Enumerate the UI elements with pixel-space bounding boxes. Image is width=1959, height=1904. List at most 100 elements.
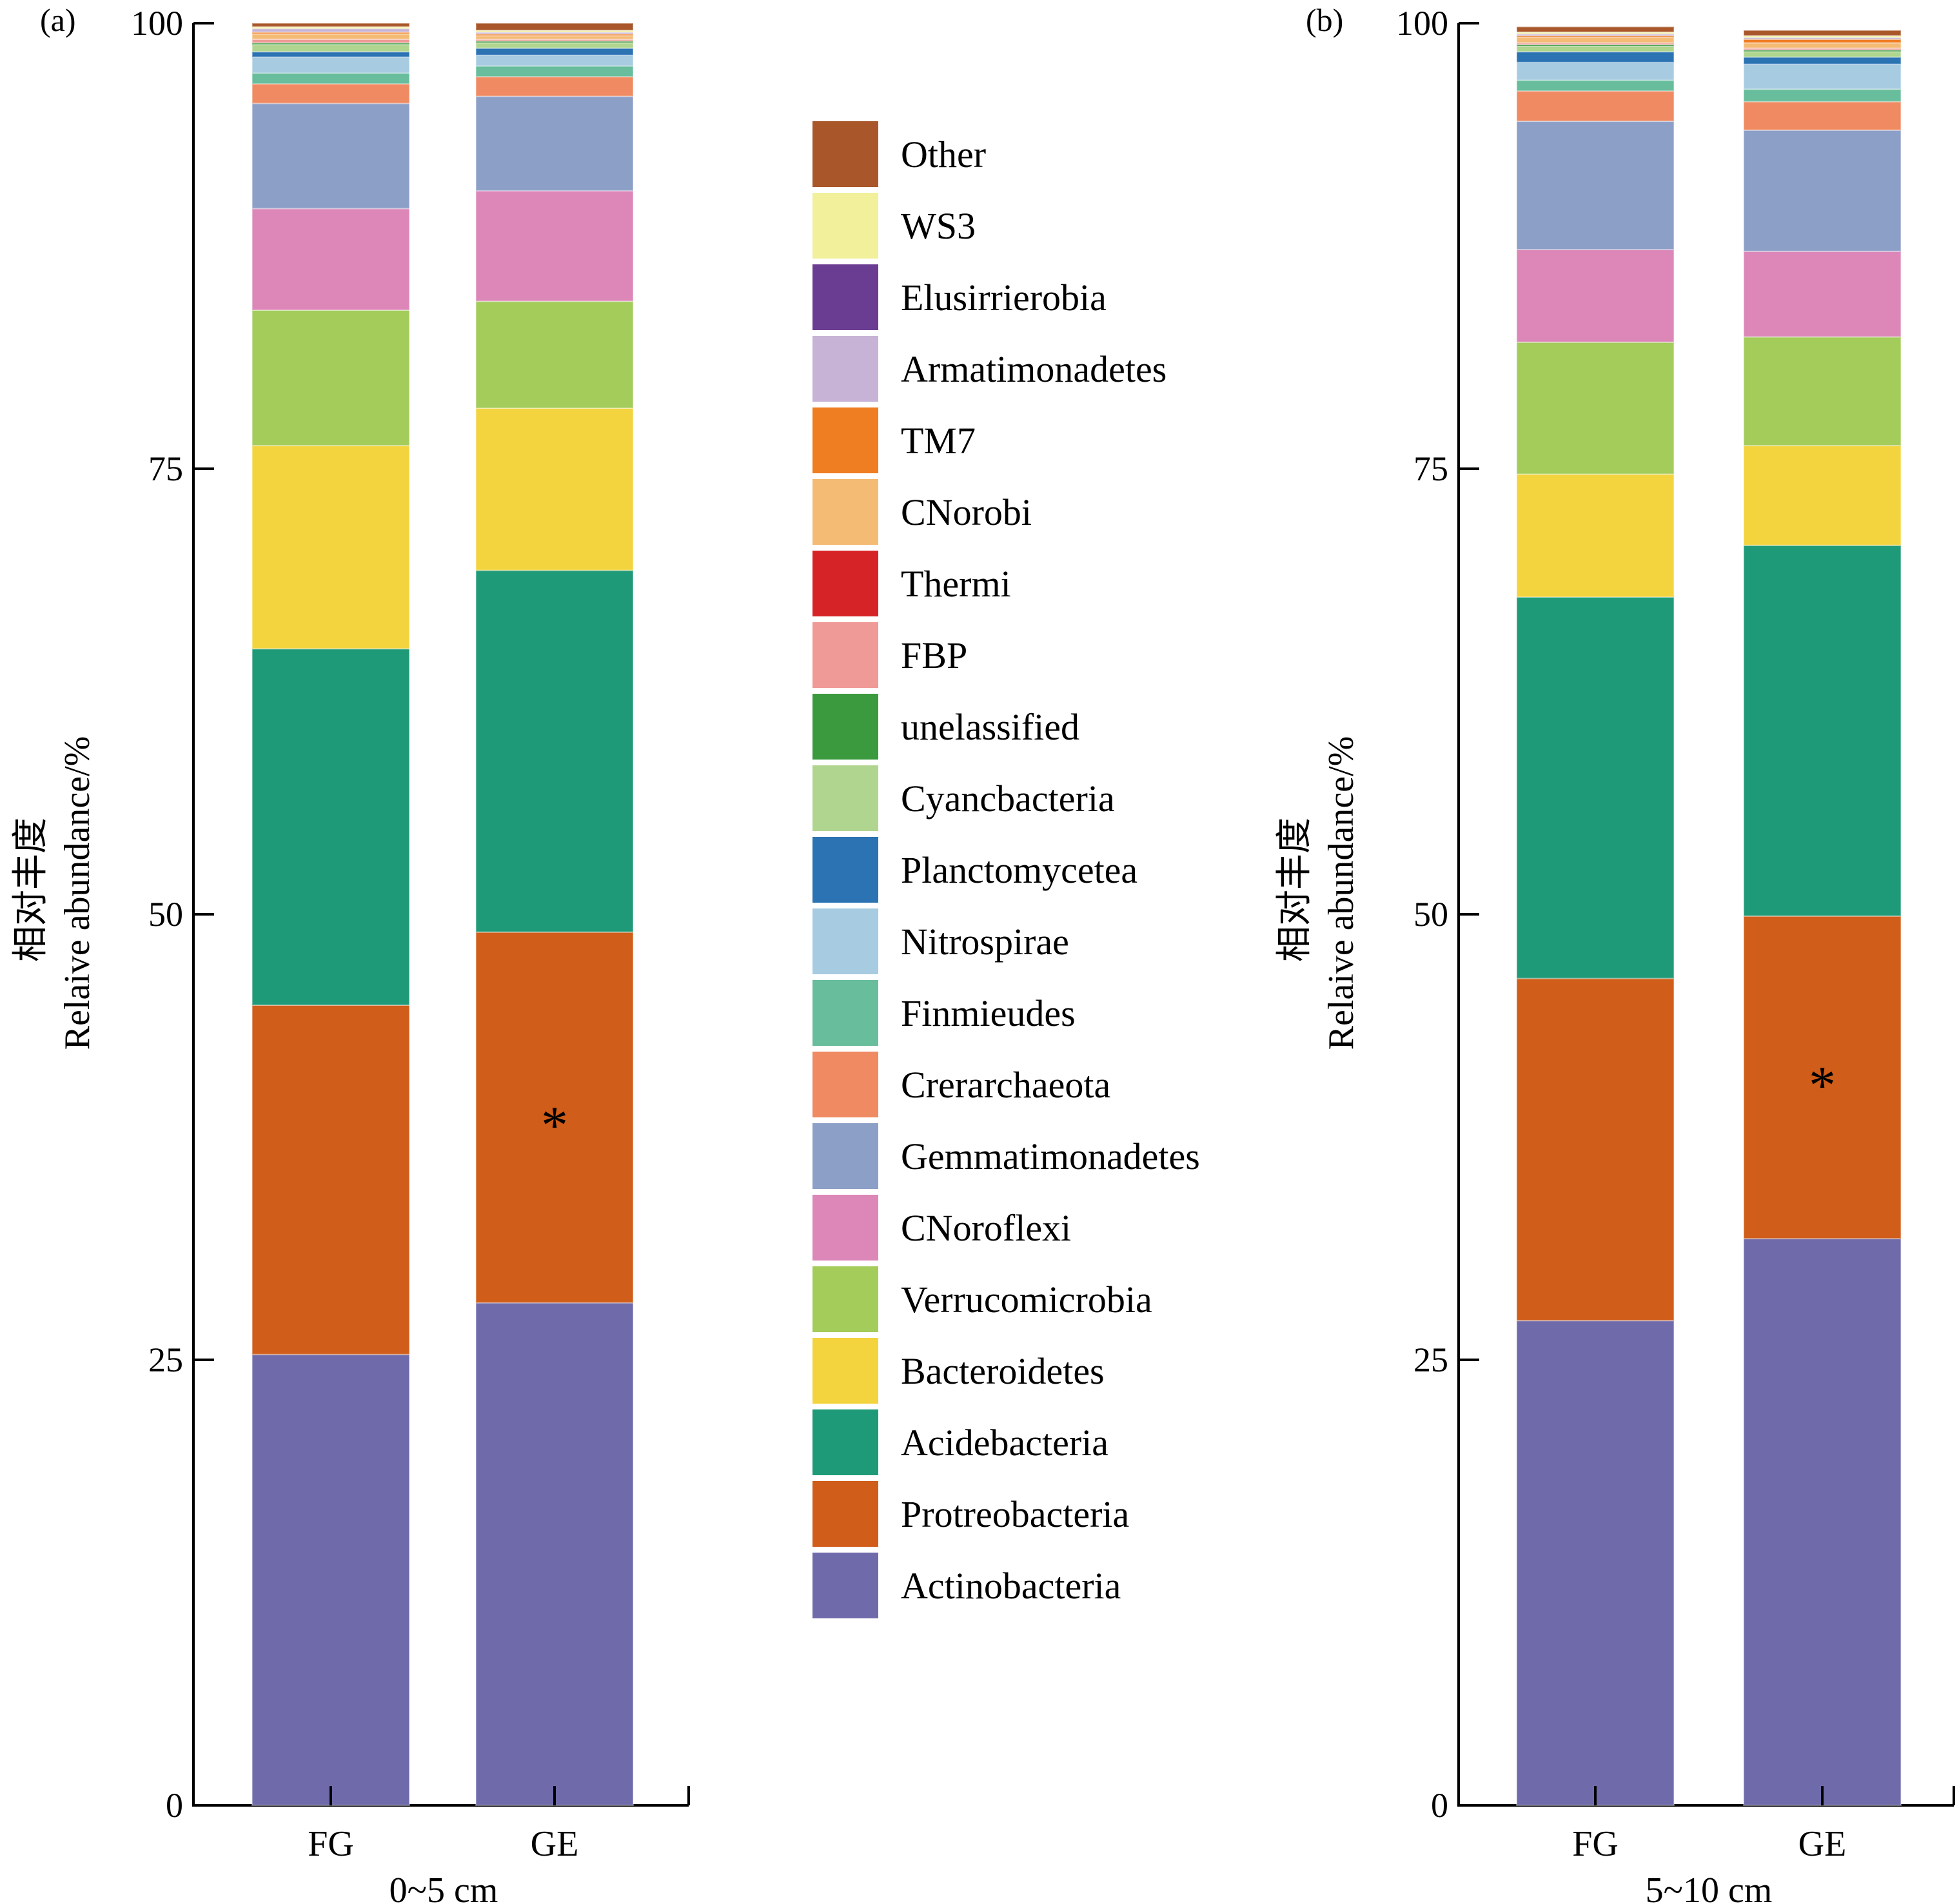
legend-swatch <box>812 1553 878 1618</box>
legend: Other WS3 Elusirrierobia Armatimonadetes TM7… <box>812 121 1200 1618</box>
bar-segment-actinobacteria <box>475 1302 634 1806</box>
bar-segment-planctomycetea <box>475 47 634 56</box>
legend-item-thermi: Thermi <box>812 551 1011 616</box>
bar-segment-cnorobi <box>251 33 410 40</box>
legend-swatch <box>812 1195 878 1261</box>
bar-segment-crerarchaeota <box>1516 90 1675 123</box>
bar-segment-protreobacteria <box>251 1004 410 1355</box>
y-tick-label-100: 100 <box>1396 4 1448 43</box>
bar-segment-cnoroflexi <box>1743 250 1902 338</box>
bar-segment-planctomycetea <box>1743 56 1902 65</box>
x-tick-label-fg: FG <box>1572 1824 1619 1864</box>
legend-label: TM7 <box>901 420 976 462</box>
bar-segment-cnoroflexi <box>475 190 634 302</box>
x-ticks: FG GE <box>1572 1786 1846 1864</box>
legend-item-planctomycetea: Planctomycetea <box>812 837 1137 903</box>
legend-swatch <box>812 1052 878 1117</box>
legend-swatch <box>812 479 878 545</box>
bar-segment-finmieudes <box>1743 88 1902 103</box>
bar-segment-other <box>251 23 410 28</box>
bar-segment-acidebacteria <box>251 648 410 1006</box>
bar-segment-other <box>1743 30 1902 37</box>
y-axis-title: Relaive abundance/% <box>57 736 97 1050</box>
bar-segment-finmieudes <box>475 65 634 77</box>
legend-label: Protreobacteria <box>901 1493 1129 1535</box>
legend-item-fbp: FBP <box>812 622 967 688</box>
bar-segment-acidebacteria <box>1743 544 1902 917</box>
bar-segment-verrucomicrobia <box>251 309 410 447</box>
significance-marks: * <box>541 1095 568 1155</box>
legend-item-tm7: TM7 <box>812 407 976 473</box>
legend-swatch <box>812 1266 878 1332</box>
bar-segment-cyancbacteria <box>1743 51 1902 58</box>
legend-label: FBP <box>901 634 967 676</box>
legend-swatch <box>812 694 878 760</box>
bar-segment-cyancbacteria <box>1516 45 1675 53</box>
legend-swatch <box>812 1481 878 1547</box>
legend-label: Crerarchaeota <box>901 1064 1110 1106</box>
bar-fg <box>251 23 410 1806</box>
legend-swatch <box>812 551 878 616</box>
legend-label: Actinobacteria <box>901 1565 1121 1607</box>
bar-segment-nitrospirae <box>1516 61 1675 81</box>
bars <box>1516 26 1902 1806</box>
panel-label: (b) <box>1306 2 1343 38</box>
legend-item-armatimonadetes: Armatimonadetes <box>812 336 1167 402</box>
bar-segment-bacteroidetes <box>251 445 410 650</box>
bar-segment-planctomycetea <box>1516 51 1675 63</box>
bar-segment-crerarchaeota <box>251 83 410 104</box>
legend-item-nitrospirae: Nitrospirae <box>812 908 1069 974</box>
legend-label: Finmieudes <box>901 992 1076 1034</box>
bar-segment-bacteroidetes <box>1516 473 1675 598</box>
y-ticks: 0 25 50 75 100 <box>1396 4 1479 1825</box>
bar-segment-protreobacteria <box>1516 977 1675 1322</box>
bar-segment-verrucomicrobia <box>1516 341 1675 475</box>
legend-item-gemmatimonadetes: Gemmatimonadetes <box>812 1123 1200 1189</box>
bar-segment-gemmatimonadetes <box>251 103 410 210</box>
legend-item-protreobacteria: Protreobacteria <box>812 1481 1129 1547</box>
y-axis-title: Relaive abundance/% <box>1321 736 1361 1050</box>
y-tick-label-75: 75 <box>148 449 183 488</box>
legend-item-ws3: WS3 <box>812 193 976 259</box>
x-ticks: FG GE <box>308 1786 578 1864</box>
legend-swatch <box>812 980 878 1046</box>
bar-segment-cnorobi <box>1516 37 1675 44</box>
bar-segment-nitrospirae <box>475 54 634 67</box>
bar-segment-protreobacteria <box>475 931 634 1304</box>
legend-label: Gemmatimonadetes <box>901 1135 1200 1177</box>
y-tick-label-25: 25 <box>148 1340 183 1379</box>
bar-segment-gemmatimonadetes <box>1516 121 1675 251</box>
legend-item-crerarchaeota: Crerarchaeota <box>812 1052 1110 1117</box>
legend-item-unelassified: unelassified <box>812 694 1079 760</box>
legend-item-acidebacteria: Acidebacteria <box>812 1409 1108 1475</box>
bar-segment-acidebacteria <box>1516 596 1675 979</box>
legend-item-bacteroidetes: Bacteroidetes <box>812 1338 1105 1404</box>
x-tick-label-ge: GE <box>531 1824 579 1864</box>
legend-label: Planctomycetea <box>901 849 1137 891</box>
y-tick-label-75: 75 <box>1413 449 1448 488</box>
legend-label: Verrucomicrobia <box>901 1279 1152 1320</box>
y-tick-label-25: 25 <box>1413 1340 1448 1379</box>
bar-segment-planctomycetea <box>251 51 410 58</box>
legend-item-finmieudes: Finmieudes <box>812 980 1076 1046</box>
y-axis-title-cn: 相对丰度 <box>1275 818 1315 962</box>
legend-label: WS3 <box>901 205 976 247</box>
x-tick-label-fg: FG <box>308 1824 354 1864</box>
legend-swatch <box>812 837 878 903</box>
legend-swatch <box>812 1409 878 1475</box>
y-tick-label-100: 100 <box>131 4 183 43</box>
x-tick-label-ge: GE <box>1798 1824 1847 1864</box>
bar-segment-actinobacteria <box>1743 1238 1902 1806</box>
panel-a: (a) 0 25 50 75 100 FG GE * 0~5 cm Relaive abu… <box>11 2 690 1904</box>
x-axis-title: 0~5 cm <box>389 1870 498 1904</box>
legend-item-cnoroflexi: CNoroflexi <box>812 1195 1071 1261</box>
bar-segment-crerarchaeota <box>1743 101 1902 131</box>
legend-item-other: Other <box>812 121 986 187</box>
legend-swatch <box>812 1338 878 1404</box>
bar-segment-acidebacteria <box>475 569 634 933</box>
bar-segment-nitrospirae <box>1743 63 1902 90</box>
panel-b: (b) 0 25 50 75 100 FG GE * 5~10 cm Relaive ab… <box>1275 2 1955 1904</box>
bar-segment-cyancbacteria <box>251 44 410 53</box>
